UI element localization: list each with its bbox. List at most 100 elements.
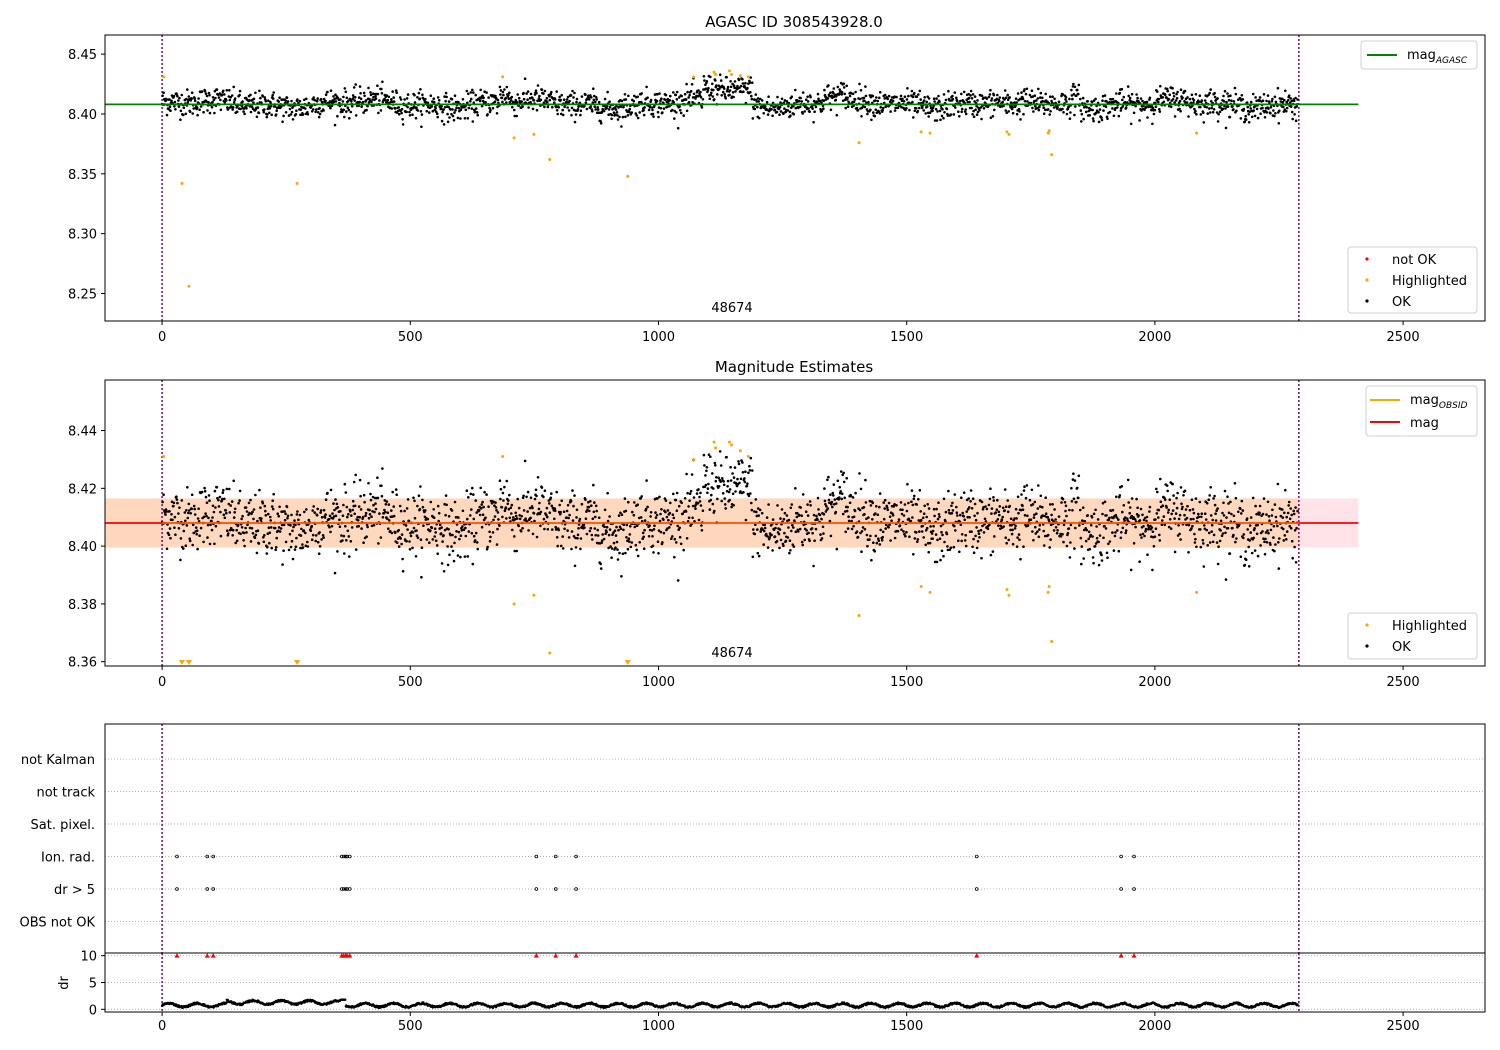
ok-point	[362, 493, 366, 497]
ok-point	[1278, 537, 1281, 540]
ok-point	[279, 527, 283, 530]
ok-point	[702, 453, 706, 457]
ok-point	[301, 546, 305, 549]
ok-point	[390, 98, 393, 101]
ok-point	[695, 492, 699, 495]
highlighted-point	[714, 446, 718, 450]
ok-point	[1289, 105, 1293, 108]
ok-point	[756, 528, 759, 531]
ok-point	[180, 499, 184, 502]
ok-point	[884, 523, 888, 527]
ok-point	[480, 525, 484, 529]
ok-point	[733, 80, 737, 83]
ok-point	[694, 507, 697, 511]
ok-point	[467, 106, 471, 110]
ok-point	[879, 106, 882, 109]
ok-point	[298, 99, 302, 103]
ok-point	[1139, 97, 1143, 100]
ok-point	[671, 513, 675, 516]
ok-point	[436, 96, 440, 99]
highlighted-point	[727, 440, 731, 444]
ok-point	[470, 508, 473, 511]
flag-marker	[341, 887, 346, 891]
ok-point	[995, 520, 998, 523]
ok-point	[980, 94, 984, 97]
ok-point	[429, 500, 433, 504]
ok-point	[356, 515, 360, 519]
ok-point	[1187, 115, 1190, 118]
ok-point	[381, 80, 384, 84]
ok-point	[916, 109, 920, 113]
ok-point	[1050, 518, 1054, 521]
ok-point	[1179, 88, 1183, 91]
ok-point	[803, 538, 806, 542]
ok-point	[269, 519, 273, 522]
ok-point	[374, 502, 377, 505]
ok-point	[546, 105, 550, 109]
ok-point	[1159, 84, 1162, 88]
ok-point	[1137, 514, 1140, 517]
ok-point	[510, 95, 514, 99]
ok-point	[1216, 120, 1220, 123]
ok-point	[678, 109, 682, 112]
ok-point	[1158, 533, 1161, 537]
ok-point	[539, 510, 543, 514]
ok-point	[1041, 96, 1044, 100]
ok-point	[888, 523, 891, 526]
ok-point	[1154, 518, 1157, 521]
ok-point	[980, 500, 984, 504]
ok-point	[1285, 100, 1288, 104]
ok-point	[726, 479, 730, 483]
ok-point	[751, 117, 755, 120]
ok-point	[400, 542, 403, 546]
ok-point	[674, 498, 678, 502]
ok-point	[358, 100, 362, 104]
ok-point	[371, 92, 375, 95]
ok-point	[1080, 562, 1083, 566]
ok-point	[1286, 99, 1290, 102]
ok-point	[1263, 552, 1267, 556]
ok-point	[199, 526, 203, 530]
ok-point	[411, 546, 414, 550]
ok-point	[672, 101, 676, 104]
ok-point	[543, 527, 546, 531]
ok-point	[1001, 100, 1004, 104]
ok-point	[565, 509, 569, 513]
p2-ytick-label: 8.42	[68, 482, 97, 497]
ok-point	[871, 518, 874, 521]
ok-point	[1141, 532, 1145, 536]
ok-point	[602, 109, 606, 113]
ok-point	[915, 503, 919, 506]
ok-point	[206, 523, 210, 527]
ok-point	[942, 93, 946, 96]
ok-point	[570, 113, 573, 117]
ok-point	[983, 517, 987, 521]
ok-point	[719, 79, 723, 82]
ok-point	[827, 498, 831, 502]
ok-point	[1020, 493, 1023, 496]
ok-point	[1103, 94, 1107, 97]
ok-point	[359, 508, 363, 511]
ok-point	[835, 502, 838, 505]
ok-point	[616, 114, 619, 117]
ok-point	[1279, 100, 1283, 103]
ok-point	[403, 98, 406, 101]
ok-point	[661, 111, 664, 114]
ok-point	[263, 96, 267, 99]
ok-point	[748, 81, 752, 84]
ok-point	[1001, 515, 1004, 519]
ok-point	[505, 85, 509, 89]
ok-point	[1175, 92, 1178, 96]
ok-point	[608, 105, 612, 109]
ok-point	[614, 534, 618, 537]
ok-point	[533, 519, 536, 523]
ok-point	[1162, 515, 1166, 518]
ok-point	[1023, 485, 1026, 489]
ok-point	[1004, 536, 1007, 539]
ok-point	[341, 110, 344, 113]
ok-point	[211, 516, 214, 519]
ok-point	[1208, 541, 1212, 544]
ok-point	[1031, 106, 1034, 110]
ok-point	[1158, 539, 1162, 542]
ok-point	[889, 110, 892, 113]
